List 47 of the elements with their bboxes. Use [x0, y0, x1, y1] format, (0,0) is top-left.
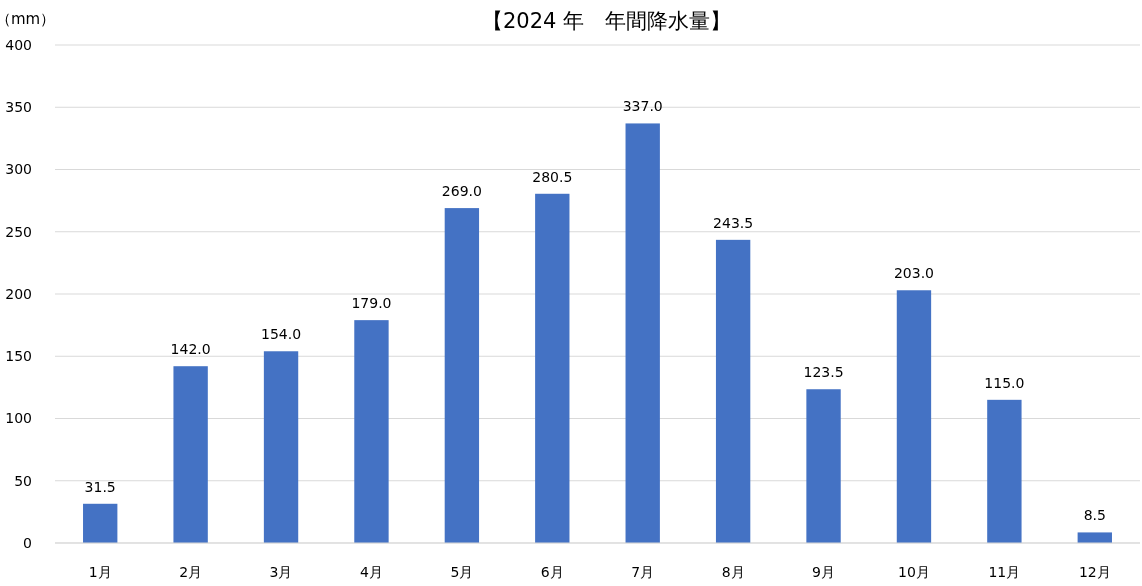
- y-tick-label: 200: [5, 285, 32, 302]
- data-label: 203.0: [893, 265, 935, 282]
- y-tick-label: 50: [14, 472, 32, 489]
- x-tick-label: 2月: [179, 564, 203, 580]
- data-label: 154.0: [260, 326, 302, 343]
- bar: [715, 239, 751, 543]
- x-tick-label: 12月: [1078, 564, 1111, 580]
- data-label: 280.5: [532, 168, 573, 185]
- bar: [263, 351, 299, 543]
- x-tick-label: 5月: [450, 564, 474, 580]
- bar: [535, 193, 570, 543]
- x-tick-label: 1月: [88, 564, 112, 580]
- data-label: 8.5: [1083, 507, 1106, 524]
- x-tick-label: 9月: [812, 564, 835, 580]
- bar: [1077, 532, 1112, 543]
- data-label: 337.0: [622, 98, 663, 115]
- data-label: 269.0: [441, 183, 482, 200]
- data-label: 123.5: [803, 364, 844, 381]
- data-label: 142.0: [170, 341, 211, 358]
- x-tick-label: 8月: [721, 564, 745, 580]
- x-tick-label: 7月: [631, 564, 655, 580]
- x-tick-label: 11月: [988, 564, 1021, 580]
- bar: [987, 399, 1022, 543]
- bar: [896, 290, 932, 543]
- bar: [625, 123, 660, 543]
- y-tick-label: 300: [5, 161, 32, 178]
- data-label: 115.0: [984, 374, 1025, 391]
- bar: [806, 389, 841, 543]
- data-label: 31.5: [84, 478, 116, 495]
- data-label: 179.0: [351, 295, 392, 312]
- bar: [444, 208, 480, 543]
- y-tick-label: 400: [5, 36, 32, 53]
- bar: [83, 503, 118, 543]
- x-tick-label: 4月: [360, 564, 383, 580]
- y-tick-label: 150: [5, 348, 32, 365]
- data-label: 243.5: [713, 214, 754, 231]
- x-tick-label: 3月: [269, 564, 293, 580]
- y-tick-label: 350: [5, 99, 32, 116]
- y-axis-title: （mm）: [0, 10, 56, 28]
- x-tick-label: 6月: [540, 564, 564, 580]
- y-tick-label: 100: [5, 410, 32, 427]
- bar: [354, 320, 389, 543]
- y-tick-label: 250: [5, 223, 32, 240]
- y-tick-label: 0: [23, 534, 32, 551]
- bar: [173, 366, 208, 543]
- chart-title: 【2024 年 年間降水量】: [481, 9, 732, 33]
- x-tick-label: 10月: [898, 564, 930, 580]
